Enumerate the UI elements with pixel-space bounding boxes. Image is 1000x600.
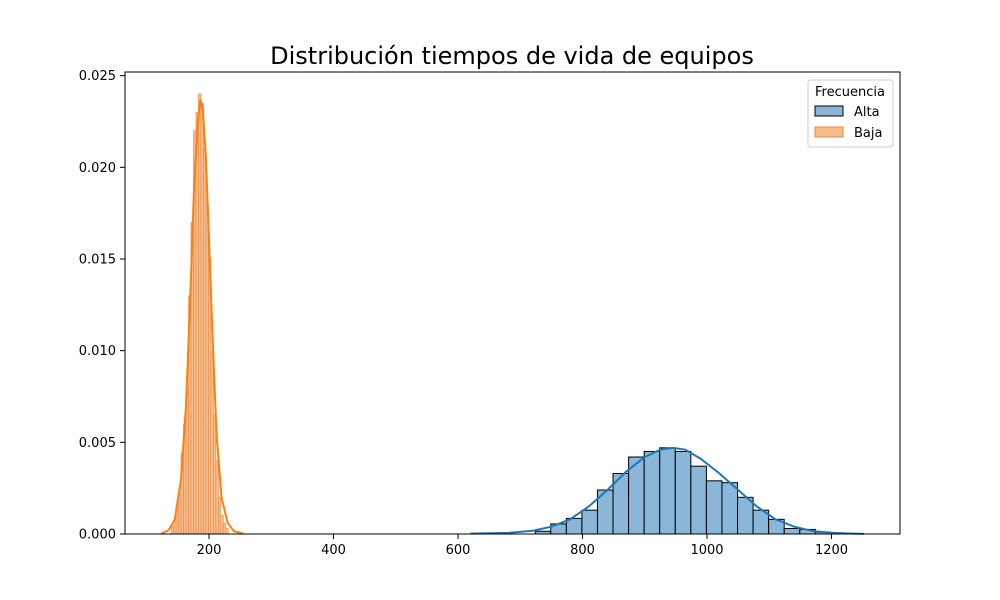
kde-line-baja bbox=[160, 99, 244, 535]
histogram-bar bbox=[721, 482, 739, 535]
histogram-bar bbox=[218, 497, 222, 535]
x-tick-label: 800 bbox=[570, 543, 595, 558]
histogram-bar bbox=[581, 509, 598, 535]
histogram-bar bbox=[195, 112, 199, 535]
histogram-bar bbox=[705, 480, 723, 535]
y-tick-label: 0.025 bbox=[79, 69, 116, 84]
legend-swatch-alta bbox=[814, 105, 844, 117]
histogram-bar bbox=[737, 496, 754, 535]
histogram-bar bbox=[783, 528, 801, 535]
x-tick-label: 600 bbox=[446, 543, 471, 558]
legend: Frecuencia Alta Baja bbox=[807, 79, 894, 148]
legend-label-baja: Baja bbox=[854, 126, 882, 141]
histogram-bar bbox=[215, 460, 219, 535]
histogram-bar bbox=[205, 203, 209, 535]
x-tick-label: 1200 bbox=[815, 543, 848, 558]
x-tick-label: 200 bbox=[197, 543, 222, 558]
histogram-bar bbox=[220, 515, 224, 535]
axes-frame bbox=[124, 71, 901, 535]
chart-title: Distribución tiempos de vida de equipos bbox=[270, 42, 754, 70]
y-tick-label: 0.000 bbox=[79, 528, 116, 543]
histogram-bar bbox=[674, 451, 692, 535]
series-baja-bars bbox=[170, 93, 229, 535]
x-tick-label: 400 bbox=[321, 543, 346, 558]
histogram-bar bbox=[643, 451, 661, 535]
y-tick-label: 0.010 bbox=[79, 344, 116, 359]
plot-area: 200 400 600 800 1000 1200 0.000 0.005 0.010 0.015… bbox=[79, 69, 901, 558]
histogram-bar bbox=[223, 522, 227, 535]
legend-title: Frecuencia bbox=[815, 85, 885, 100]
kde-line-alta bbox=[470, 446, 864, 535]
histogram-bar bbox=[203, 148, 207, 535]
histogram-bar bbox=[690, 465, 707, 535]
histogram-bar bbox=[178, 493, 182, 535]
y-tick-label: 0.005 bbox=[79, 436, 116, 451]
y-tick-label: 0.020 bbox=[79, 161, 116, 176]
histogram-bar bbox=[200, 102, 204, 535]
y-tick-label: 0.015 bbox=[79, 253, 116, 268]
legend-swatch-baja bbox=[814, 126, 844, 138]
series-alta-bars bbox=[534, 447, 847, 535]
legend-label-alta: Alta bbox=[854, 105, 880, 120]
histogram-bar bbox=[210, 350, 214, 535]
histogram-bar bbox=[170, 526, 174, 535]
histogram-bar bbox=[173, 520, 177, 535]
histogram-bar bbox=[198, 93, 202, 535]
x-tick-label: 1000 bbox=[690, 543, 723, 558]
histogram-bar bbox=[659, 447, 676, 535]
histogram-bar bbox=[225, 528, 229, 535]
